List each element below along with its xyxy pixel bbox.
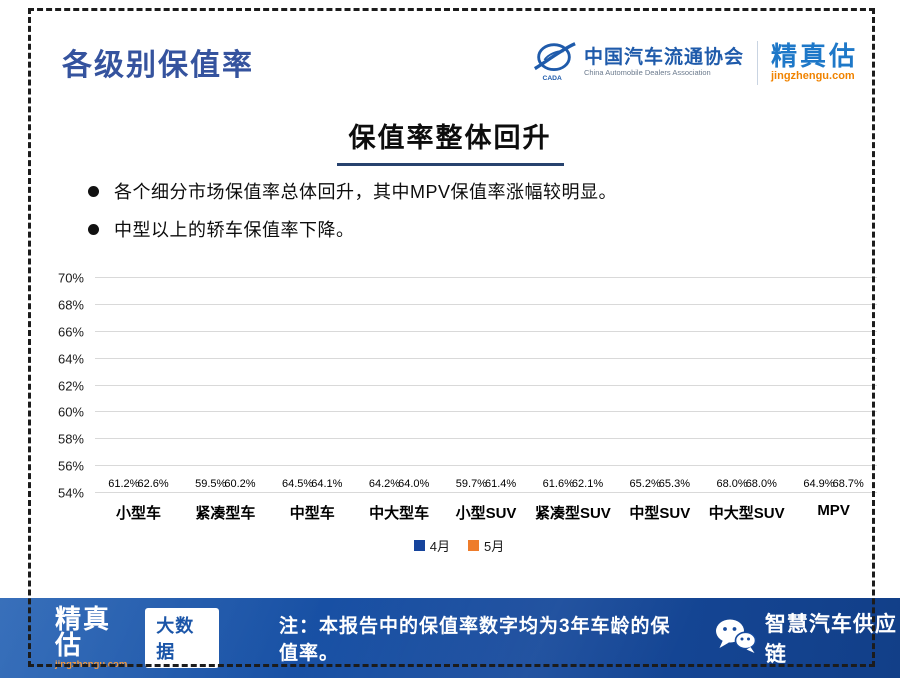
bullet-text: 各个细分市场保值率总体回升，其中MPV保值率涨幅较明显。 [114, 182, 618, 202]
bar-value-label: 64.9% [803, 478, 835, 490]
x-tick-label: 紧凑型车 [195, 505, 256, 522]
y-tick-label: 62% [57, 378, 84, 393]
legend-swatch-icon [413, 540, 425, 551]
y-tick-label: 58% [57, 431, 84, 447]
gridline [95, 465, 877, 467]
gridline [95, 492, 877, 493]
bar-value-label: 64.1% [311, 478, 343, 490]
bar-value-label: 68.0% [716, 478, 748, 490]
bar-group: 68.0% 68.0% [703, 278, 790, 493]
bar-value-label: 61.2% [108, 478, 140, 490]
wechat-account-name: 智慧汽车供应链 [764, 613, 897, 666]
legend-item: 4月 [413, 536, 450, 555]
bullet-text: 中型以上的轿车保值率下降。 [114, 220, 355, 240]
association-name-en: China Automobile Dealers Association [583, 68, 711, 78]
wechat-icon [715, 618, 757, 659]
y-tick-label: 64% [57, 351, 84, 367]
y-tick-label: 66% [57, 324, 84, 340]
bar-value-label: 64.2% [368, 478, 401, 490]
legend-item: 5月 [468, 536, 504, 555]
bullet-dot-icon [88, 185, 99, 197]
bar-value-label: 68.0% [745, 478, 777, 490]
bar-group: 64.2% 64.0% [356, 278, 443, 493]
x-tick-label: 小型车 [115, 505, 161, 522]
legend-label: 4月 [429, 539, 450, 554]
header-logo-area: CADA 中国汽车流通协会 China Automobile Dealers A… [531, 36, 858, 89]
y-tick-label: 56% [57, 458, 84, 474]
x-tick-label: 中型车 [289, 505, 335, 522]
x-tick-label: MPV [817, 502, 850, 519]
legend-swatch-icon [468, 540, 479, 551]
bar-value-label: 61.6% [542, 478, 574, 490]
bar-group: 59.5% 60.2% [182, 278, 269, 493]
brand-domain: jingzhengu.com [770, 69, 855, 82]
bar-group: 64.5% 64.1% [269, 278, 356, 493]
brand-name: 精真估 [770, 40, 858, 71]
section-title: 保值率整体回升 [336, 116, 564, 166]
bar-value-label: 59.5% [195, 478, 227, 490]
bullet-item: 各个细分市场保值率总体回升，其中MPV保值率涨幅较明显。 [88, 178, 617, 204]
chart-plot: 61.2% 62.6% 59.5% 60.2% 64.5% 64.1% 64.2% 64.0%… [95, 277, 877, 493]
bullet-dot-icon [88, 223, 99, 235]
bullet-list: 各个细分市场保值率总体回升，其中MPV保值率涨幅较明显。 中型以上的轿车保值率下… [88, 178, 617, 254]
cada-text: 中国汽车流通协会 China Automobile Dealers Associ… [584, 47, 744, 77]
association-name-cn: 中国汽车流通协会 [583, 47, 744, 69]
brand-logo-block: 精真估 jingzhengu.com [770, 40, 858, 83]
big-data-badge: 大数据 [145, 608, 219, 668]
bar-group: 61.2% 62.6% [95, 278, 182, 493]
bar-value-label: 62.6% [137, 478, 169, 490]
logo-divider [756, 40, 758, 85]
cada-logo-block: CADA 中国汽车流通协会 China Automobile Dealers A… [531, 36, 744, 89]
bar-value-label: 64.0% [398, 478, 430, 490]
footer-brand-block: 精真估 jingzhengu.com [55, 606, 131, 670]
y-tick-label: 60% [57, 404, 84, 420]
x-tick-label: 紧凑型SUV [534, 505, 611, 522]
bar-value-label: 60.2% [224, 478, 256, 490]
gridline [95, 357, 877, 359]
section-title-wrap: 保值率整体回升 [0, 116, 900, 166]
y-tick-label: 54% [57, 485, 84, 501]
bar-chart: 54% 56% 58% 60% 62% 64% 66% 68% 70% 61.2% 62.6% 59… [38, 262, 880, 562]
x-tick-label: 中大型车 [369, 505, 430, 522]
wechat-block: 智慧汽车供应链 [715, 608, 900, 668]
bar-value-label: 62.1% [571, 478, 604, 490]
chart-x-axis: 小型车 紧凑型车 中型车 中大型车 小型SUV 紧凑型SUV 中型SUV 中大型SUV MPV [95, 502, 877, 523]
footer-brand-domain: jingzhengu.com [55, 659, 128, 671]
bar-value-label: 61.4% [485, 478, 517, 490]
gridline [95, 277, 877, 278]
bullet-item: 中型以上的轿车保值率下降。 [88, 216, 617, 242]
svg-text:CADA: CADA [542, 75, 561, 82]
x-tick-label: 中型SUV [629, 505, 691, 522]
bar-group: 65.2% 65.3% [616, 278, 703, 493]
gridline [95, 330, 877, 332]
chart-groups: 61.2% 62.6% 59.5% 60.2% 64.5% 64.1% 64.2% 64.0%… [95, 278, 877, 493]
bar-group: 61.6% 62.1% [529, 278, 616, 493]
gridline [95, 303, 877, 305]
bar-group: 59.7% 61.4% [443, 278, 530, 493]
footer-bar: 精真估 jingzhengu.com 大数据 注：本报告中的保值率数字均为3年车… [0, 598, 900, 678]
footer-note: 注：本报告中的保值率数字均为3年车龄的保值率。 [278, 616, 671, 664]
chart-legend: 4月 5月 [38, 536, 880, 555]
gridline [95, 411, 877, 413]
footer-brand-name: 精真估 [55, 604, 112, 661]
x-tick-label: 中大型SUV [708, 505, 785, 522]
bar-value-label: 68.7% [832, 478, 864, 490]
page-title: 各级别保值率 [62, 49, 254, 82]
bar-group: 64.9% 68.7% [790, 278, 877, 493]
legend-label: 5月 [484, 539, 505, 554]
cada-logo-icon: CADA [531, 36, 577, 89]
bar-value-label: 65.2% [629, 478, 661, 490]
y-tick-label: 70% [57, 270, 84, 286]
gridline [95, 384, 877, 386]
bar-value-label: 65.3% [658, 478, 691, 490]
chart-y-axis: 54% 56% 58% 60% 62% 64% 66% 68% 70% [38, 271, 88, 501]
bar-value-label: 59.7% [455, 478, 487, 490]
bar-value-label: 64.5% [281, 478, 314, 490]
gridline [95, 438, 877, 440]
x-tick-label: 小型SUV [455, 505, 517, 522]
y-tick-label: 68% [57, 297, 84, 313]
